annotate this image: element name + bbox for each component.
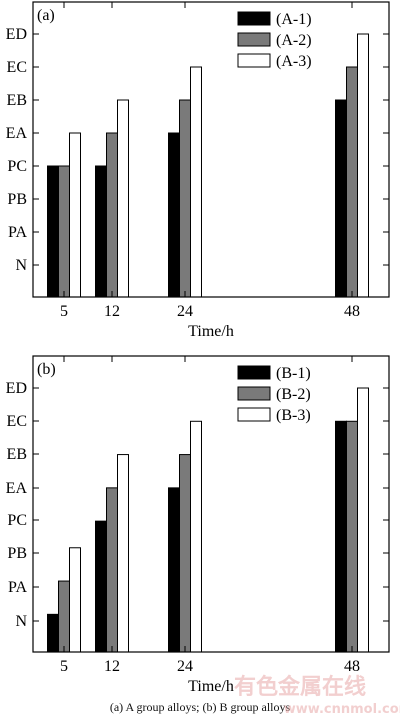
p2-panel-label: (b) (37, 361, 56, 378)
p1-panel-label: (a) (37, 7, 55, 24)
p1-bar-1-48 (335, 99, 347, 298)
p1-bar-3-24 (190, 66, 202, 298)
p2-legend-label-1: (B-1) (276, 365, 311, 382)
p2-y-tick-label-PA: PA (8, 579, 27, 596)
p2-bar-3-12 (117, 454, 129, 653)
p1-y-tick-label-N: N (15, 257, 27, 274)
p1-y-tick-label-PA: PA (8, 224, 27, 241)
p2-bar-1-24 (168, 487, 180, 653)
p2-x-axis-label: Time/h (188, 678, 234, 695)
p1-x-tick-label-24: 24 (177, 303, 193, 320)
p1-plot-frame (32, 1, 390, 298)
p1-bar-1-5 (47, 165, 59, 298)
p2-y-tick-label-EB: EB (7, 446, 27, 463)
p2-y-tick-label-N: N (15, 613, 27, 630)
p1-x-tick-label-12: 12 (104, 303, 120, 320)
p1-legend-label-1: (A-1) (276, 11, 312, 28)
p1-y-tick-label-PB: PB (7, 191, 27, 208)
p2-bar-3-48 (357, 387, 369, 653)
p1-y-tick-label-EB: EB (7, 92, 27, 109)
p1-x-tick-label-5: 5 (60, 303, 68, 320)
p2-x-tick-label-12: 12 (104, 658, 120, 675)
p1-x-tick-label-48: 48 (344, 303, 360, 320)
p2-bar-3-5 (69, 547, 81, 653)
p2-bar-2-12 (106, 487, 118, 653)
p2-x-tick-label-48: 48 (344, 658, 360, 675)
p1-bar-2-5 (58, 165, 70, 298)
p1-bar-3-5 (69, 132, 81, 298)
p1-bar-1-12 (95, 165, 107, 298)
p1-legend-swatch-2 (237, 32, 271, 47)
p1-bar-2-24 (179, 99, 191, 298)
p1-bar-2-48 (346, 66, 358, 298)
p2-bar-3-24 (190, 420, 202, 653)
p2-legend-label-3: (B-3) (276, 407, 311, 424)
p2-bar-2-48 (346, 420, 358, 653)
p2-bar-2-24 (179, 454, 191, 653)
p2-y-tick-label-ED: ED (6, 380, 27, 397)
p1-legend-swatch-1 (237, 11, 271, 26)
p1-legend-swatch-3 (237, 53, 271, 68)
p1-y-tick-label-EA: EA (6, 125, 28, 142)
p2-y-tick-label-EA: EA (6, 480, 28, 497)
p2-bar-1-48 (335, 420, 347, 653)
p1-y-tick-label-ED: ED (6, 26, 27, 43)
p1-legend-label-3: (A-3) (276, 53, 312, 70)
p1-bar-2-12 (106, 132, 118, 298)
p2-y-tick-label-PC: PC (7, 512, 27, 529)
figure-caption: (a) A group alloys; (b) B group alloys (109, 700, 291, 714)
p1-y-tick-label-EC: EC (7, 59, 27, 76)
p2-bar-1-12 (95, 520, 107, 653)
p2-legend-swatch-3 (237, 407, 271, 422)
p2-bar-2-5 (58, 580, 70, 653)
p2-legend-swatch-1 (237, 365, 271, 380)
p2-plot-frame (32, 355, 390, 653)
p2-y-tick-label-PB: PB (7, 545, 27, 562)
p1-y-tick-label-PC: PC (7, 158, 27, 175)
p2-bar-1-5 (47, 613, 59, 653)
p1-bar-3-12 (117, 99, 129, 298)
p2-legend-swatch-2 (237, 386, 271, 401)
p1-bar-1-24 (168, 132, 180, 298)
p2-y-tick-label-EC: EC (7, 413, 27, 430)
p1-x-axis-label: Time/h (188, 323, 234, 340)
p2-x-tick-label-5: 5 (60, 658, 68, 675)
p2-x-tick-label-24: 24 (177, 658, 193, 675)
p1-legend-label-2: (A-2) (276, 32, 312, 49)
p1-bar-3-48 (357, 33, 369, 298)
p2-legend-label-2: (B-2) (276, 386, 311, 403)
